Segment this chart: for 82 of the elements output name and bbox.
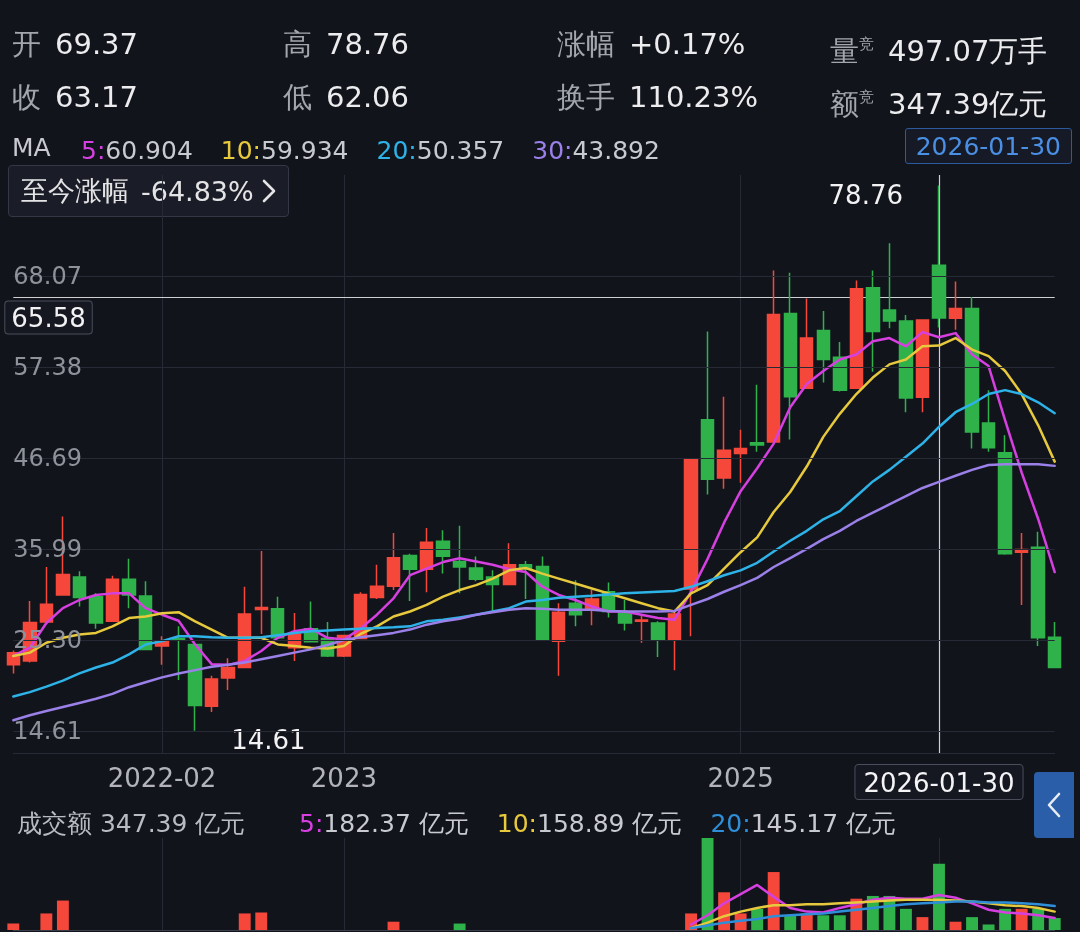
text: 高 78.76 xyxy=(283,27,410,61)
candlestick xyxy=(435,529,451,575)
candlestick xyxy=(254,550,269,635)
text: 2026-01-30 xyxy=(904,128,1072,164)
candlestick xyxy=(683,458,699,637)
candlestick xyxy=(204,674,219,713)
candlestick xyxy=(849,279,864,390)
candlestick xyxy=(716,396,732,490)
candlestick xyxy=(981,389,996,453)
candlestick xyxy=(617,599,633,632)
candlestick xyxy=(882,242,897,330)
text: 20:50.357 xyxy=(376,136,505,165)
text: 换手 110.23% xyxy=(557,80,759,114)
text: 收 63.17 xyxy=(12,80,139,114)
candlestick xyxy=(749,384,765,453)
candlestick xyxy=(1030,531,1046,647)
text: 5:182.37 亿元 xyxy=(299,809,469,838)
bar xyxy=(899,908,912,930)
candlestick xyxy=(865,269,881,373)
candlestick xyxy=(187,643,203,732)
text: 5:60.904 xyxy=(81,136,193,165)
annotation: 至今涨幅 -64.83% xyxy=(21,174,254,209)
candlestick xyxy=(997,434,1013,556)
candlestick xyxy=(700,330,715,496)
text: 额$^{竞}$ 347.39亿元 xyxy=(830,87,1048,121)
candlestick xyxy=(799,297,814,390)
candlestick xyxy=(369,563,385,600)
chart-title: 成交额 347.39 亿元 xyxy=(17,809,246,838)
candlestick xyxy=(931,184,947,329)
text: 10:158.89 亿元 xyxy=(496,809,683,838)
candlestick xyxy=(88,592,104,630)
candlestick xyxy=(551,602,566,677)
text: 20:145.17 亿元 xyxy=(710,809,897,838)
bar xyxy=(7,923,20,930)
y-tick-label: 68.07 xyxy=(13,262,83,291)
bar xyxy=(966,917,978,930)
candlestick xyxy=(1014,532,1029,606)
bar xyxy=(833,915,846,930)
candlestick xyxy=(816,310,831,384)
text: 10:59.934 xyxy=(220,136,349,165)
candlestick xyxy=(105,575,120,623)
ref-line-label: 65.58 xyxy=(11,302,86,333)
bar xyxy=(982,924,995,930)
candlestick xyxy=(452,525,467,595)
legend-title: MA xyxy=(12,133,51,162)
bar xyxy=(40,913,53,930)
text: 30:43.892 xyxy=(532,136,660,165)
y-tick-label: 57.38 xyxy=(13,353,83,382)
bar xyxy=(916,917,929,930)
candlestick xyxy=(766,269,781,443)
text: 开 69.37 xyxy=(12,27,139,61)
x-tick-label: 2023 xyxy=(310,763,377,793)
x-tick-label: 2022-02 xyxy=(107,763,217,793)
candlestick xyxy=(634,614,649,644)
y-tick-label: 46.69 xyxy=(13,444,83,473)
bar xyxy=(817,915,830,930)
candlestick xyxy=(1047,621,1062,669)
bar xyxy=(1048,918,1061,930)
y-tick-label: 14.61 xyxy=(13,716,83,745)
text: 量$^{竞}$ 497.07万手 xyxy=(830,34,1048,68)
bar xyxy=(701,838,714,930)
bar xyxy=(255,912,268,930)
candlestick xyxy=(468,555,484,582)
candlestick xyxy=(220,657,236,691)
candlestick xyxy=(948,280,963,331)
bar xyxy=(238,913,251,930)
bar xyxy=(56,900,69,930)
text: 涨幅 +0.17% xyxy=(557,27,746,61)
candlestick xyxy=(72,570,87,608)
annotation: 78.76 xyxy=(828,179,903,210)
x-tick-label: 2025 xyxy=(707,763,774,793)
line-series xyxy=(12,388,1056,698)
x-tick-label: 2026-01-30 xyxy=(863,768,1015,798)
candlestick xyxy=(783,272,798,441)
candlestick xyxy=(733,428,748,484)
candlestick xyxy=(39,566,54,625)
candlestick xyxy=(121,558,137,609)
candlestick xyxy=(650,620,666,658)
bar xyxy=(453,923,466,930)
candlestick xyxy=(402,553,418,602)
candlestick xyxy=(386,532,401,591)
text: 低 62.06 xyxy=(283,80,410,114)
